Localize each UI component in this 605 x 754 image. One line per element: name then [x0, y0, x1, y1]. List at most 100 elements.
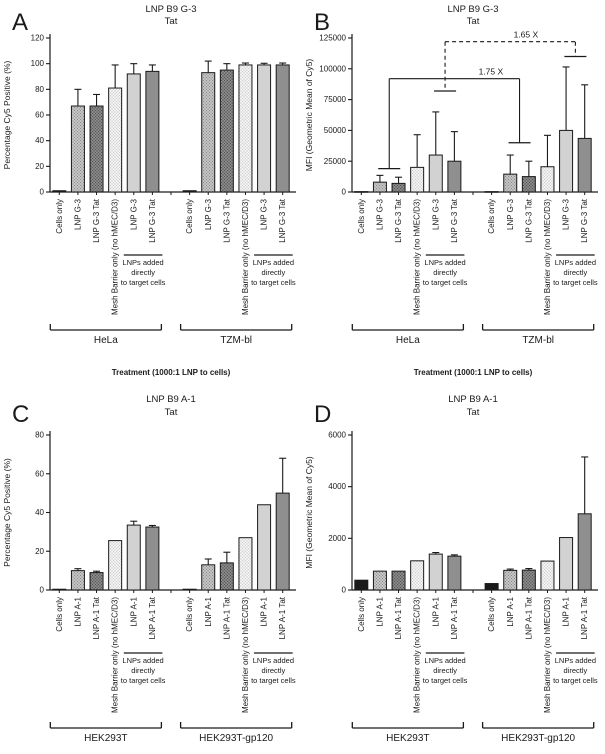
x-tick-label: LNP G-3 — [73, 198, 82, 230]
direct-label: to target cells — [423, 278, 468, 287]
panel-letter: B — [314, 9, 330, 36]
y-tick-label: 40 — [35, 136, 44, 145]
x-tick-label: LNP G-3 Tat — [222, 198, 231, 243]
x-tick-label: LNP A-1 — [129, 596, 138, 626]
comparison-label: 1.75 X — [479, 67, 504, 77]
x-tick-label: LNP A-1 — [260, 596, 269, 626]
x-tick-label: Mesh Barrier only (no hMEC/D3) — [111, 597, 120, 713]
y-tick-label: 100000 — [319, 64, 346, 73]
bar — [559, 129, 574, 193]
group-label: HEK293T — [386, 733, 429, 744]
chart-title: Tat — [467, 407, 480, 418]
y-tick-label: 60 — [35, 111, 44, 120]
bar — [201, 564, 216, 591]
x-tick-label: LNP A-1 Tat — [278, 596, 287, 639]
x-tick-label: LNP G-3 Tat — [394, 198, 403, 243]
bar — [257, 504, 272, 591]
y-tick-label: 25000 — [324, 157, 347, 166]
bar — [391, 570, 406, 591]
bar — [126, 524, 141, 591]
direct-label: directly — [131, 268, 155, 277]
x-tick-label: Cells only — [487, 597, 496, 632]
direct-label: to target cells — [423, 676, 468, 685]
bar — [275, 64, 290, 193]
x-tick-label: LNP A-1 Tat — [580, 596, 589, 639]
direct-label: to target cells — [553, 278, 598, 287]
bar — [559, 537, 574, 591]
bar — [219, 69, 234, 193]
bar — [503, 173, 518, 193]
group-label: HeLa — [94, 335, 118, 346]
x-tick-label: Cells only — [357, 597, 366, 632]
x-tick-label: LNP G-3 — [562, 198, 571, 230]
panel-d-chart: D LNP B9 A-1 Tat 0 2000 4000 6000 MFI (Geometri… — [304, 394, 598, 744]
direct-label: directly — [262, 268, 286, 277]
bar — [521, 176, 536, 193]
direct-label: LNPs added — [253, 258, 294, 267]
direct-label: directly — [564, 666, 588, 675]
x-tick-label: Cells only — [487, 199, 496, 234]
y-tick-label: 60 — [35, 469, 44, 478]
bar — [257, 64, 272, 193]
bar — [410, 166, 425, 193]
chart-title: LNP B9 A-1 — [448, 394, 497, 405]
bar — [126, 73, 141, 193]
x-tick-label: Mesh Barrier only (no hMEC/D3) — [241, 199, 250, 315]
panel-letter: A — [12, 9, 28, 36]
direct-label: directly — [433, 268, 457, 277]
bar — [52, 588, 67, 591]
x-tick-label: LNP G-3 — [260, 198, 269, 230]
y-tick-label: 0 — [342, 586, 347, 595]
bar — [89, 572, 104, 591]
bar — [354, 579, 369, 591]
chart-title: LNP B9 G-3 — [447, 4, 498, 15]
bar — [372, 181, 387, 193]
x-tick-label: Mesh Barrier only (no hMEC/D3) — [413, 199, 422, 315]
y-tick-label: 100 — [31, 59, 45, 68]
panel-letter: D — [314, 401, 331, 428]
bar — [540, 560, 555, 591]
y-tick-label: 120 — [31, 34, 45, 43]
x-tick-label: LNP A-1 — [562, 596, 571, 626]
x-tick-label: LNP G-3 Tat — [524, 198, 533, 243]
y-tick-label: 0 — [342, 188, 347, 197]
y-tick-label: 80 — [35, 85, 44, 94]
direct-label: to target cells — [251, 676, 296, 685]
x-tick-label: LNP A-1 Tat — [524, 596, 533, 639]
panel-letter: C — [12, 401, 29, 428]
chart-title: Tat — [165, 16, 178, 27]
bar — [108, 87, 123, 193]
direct-label: directly — [131, 666, 155, 675]
y-tick-label: 80 — [35, 431, 44, 440]
direct-label: LNPs added — [424, 656, 465, 665]
x-tick-label: Mesh Barrier only (no hMEC/D3) — [413, 597, 422, 713]
direct-label: to target cells — [121, 278, 166, 287]
chart-title: Tat — [467, 16, 480, 27]
x-tick-label: Cells only — [357, 199, 366, 234]
x-tick-label: LNP G-3 — [375, 198, 384, 230]
x-tick-label: LNP A-1 — [431, 596, 440, 626]
group-label: HEK293T — [84, 733, 127, 744]
bar — [182, 588, 197, 591]
panel-b: B LNP B9 G-3 Tat 0 25000 50000 75000 100000 1250… — [302, 0, 605, 378]
x-tick-label: Mesh Barrier only (no hMEC/D3) — [111, 199, 120, 315]
bar — [70, 105, 85, 193]
x-tick-label: LNP A-1 Tat — [148, 596, 157, 639]
bar — [238, 64, 253, 193]
panel-d: D LNP B9 A-1 Tat 0 2000 4000 6000 MFI (Geometri… — [302, 378, 605, 754]
bar — [145, 70, 160, 193]
x-tick-label: LNP A-1 Tat — [92, 596, 101, 639]
x-tick-label: LNP G-3 Tat — [450, 198, 459, 243]
bar — [503, 569, 518, 591]
x-tick-label: LNP G-3 Tat — [92, 198, 101, 243]
direct-label: to target cells — [121, 676, 166, 685]
y-tick-label: 0 — [40, 188, 45, 197]
direct-label: directly — [564, 268, 588, 277]
direct-label: to target cells — [553, 676, 598, 685]
x-tick-label: LNP A-1 — [73, 596, 82, 626]
bar — [577, 137, 592, 193]
bar — [484, 583, 499, 591]
group-label: TZM-bl — [522, 335, 554, 346]
group-label: HeLa — [396, 335, 420, 346]
